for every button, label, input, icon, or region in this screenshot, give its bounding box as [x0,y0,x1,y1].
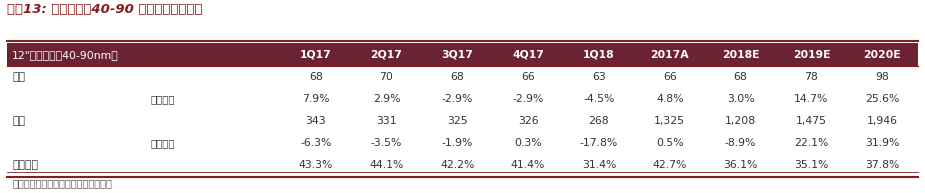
Text: -2.9%: -2.9% [441,94,473,104]
Text: 4Q17: 4Q17 [512,50,544,59]
Text: 68: 68 [450,72,464,82]
Text: 12"成熟制程（40-90nm）: 12"成熟制程（40-90nm） [12,50,118,59]
Text: 1,208: 1,208 [725,116,756,126]
Text: 环比增长: 环比增长 [151,138,175,148]
Text: 98: 98 [875,72,889,82]
Text: 325: 325 [447,116,468,126]
Text: -2.9%: -2.9% [512,94,544,104]
Text: 环比增长: 环比增长 [151,94,175,104]
Text: -6.3%: -6.3% [300,138,331,148]
Text: 31.9%: 31.9% [865,138,899,148]
Text: 7.9%: 7.9% [302,94,329,104]
Text: -4.5%: -4.5% [584,94,614,104]
Text: 1Q17: 1Q17 [300,50,331,59]
Text: 66: 66 [663,72,676,82]
Text: 44.1%: 44.1% [369,161,403,170]
Text: 78: 78 [805,72,819,82]
Text: 37.8%: 37.8% [865,161,899,170]
Text: 2018E: 2018E [722,50,759,59]
Text: 3.0%: 3.0% [727,94,755,104]
Text: 68: 68 [734,72,747,82]
Text: 2Q17: 2Q17 [371,50,402,59]
Text: 70: 70 [379,72,393,82]
Text: 2019E: 2019E [793,50,830,59]
Text: -1.9%: -1.9% [441,138,473,148]
Text: 图表13: 成熟节点（40-90 纳米）收入和产能: 图表13: 成熟节点（40-90 纳米）收入和产能 [7,3,203,16]
Text: 268: 268 [588,116,610,126]
Text: 2.9%: 2.9% [373,94,401,104]
Text: 0.3%: 0.3% [514,138,542,148]
Text: 营收占比: 营收占比 [12,161,38,170]
Text: 63: 63 [592,72,606,82]
Text: 36.1%: 36.1% [723,161,758,170]
Text: 42.7%: 42.7% [652,161,687,170]
Text: 1,325: 1,325 [654,116,685,126]
Text: 343: 343 [305,116,326,126]
Text: -3.5%: -3.5% [371,138,402,148]
Text: 31.4%: 31.4% [582,161,616,170]
Text: 22.1%: 22.1% [795,138,829,148]
Text: 14.7%: 14.7% [795,94,829,104]
Text: 产能: 产能 [12,72,25,82]
Text: 35.1%: 35.1% [795,161,829,170]
Text: -8.9%: -8.9% [725,138,757,148]
Text: 收入: 收入 [12,116,25,126]
Text: 1,946: 1,946 [867,116,897,126]
Text: 资料来源：公司数据，中金公司研究部: 资料来源：公司数据，中金公司研究部 [12,179,112,189]
Text: 25.6%: 25.6% [865,94,899,104]
Text: 3Q17: 3Q17 [441,50,474,59]
Text: 41.4%: 41.4% [511,161,546,170]
Text: 2020E: 2020E [863,50,901,59]
Text: 2017A: 2017A [650,50,689,59]
Text: 1,475: 1,475 [796,116,827,126]
Text: 68: 68 [309,72,323,82]
Text: 1Q18: 1Q18 [583,50,615,59]
Text: 43.3%: 43.3% [299,161,333,170]
Text: 4.8%: 4.8% [656,94,684,104]
Text: 0.5%: 0.5% [656,138,684,148]
Text: 66: 66 [522,72,535,82]
Text: 326: 326 [518,116,538,126]
Text: -17.8%: -17.8% [580,138,618,148]
Text: 42.2%: 42.2% [440,161,475,170]
Text: 331: 331 [376,116,397,126]
